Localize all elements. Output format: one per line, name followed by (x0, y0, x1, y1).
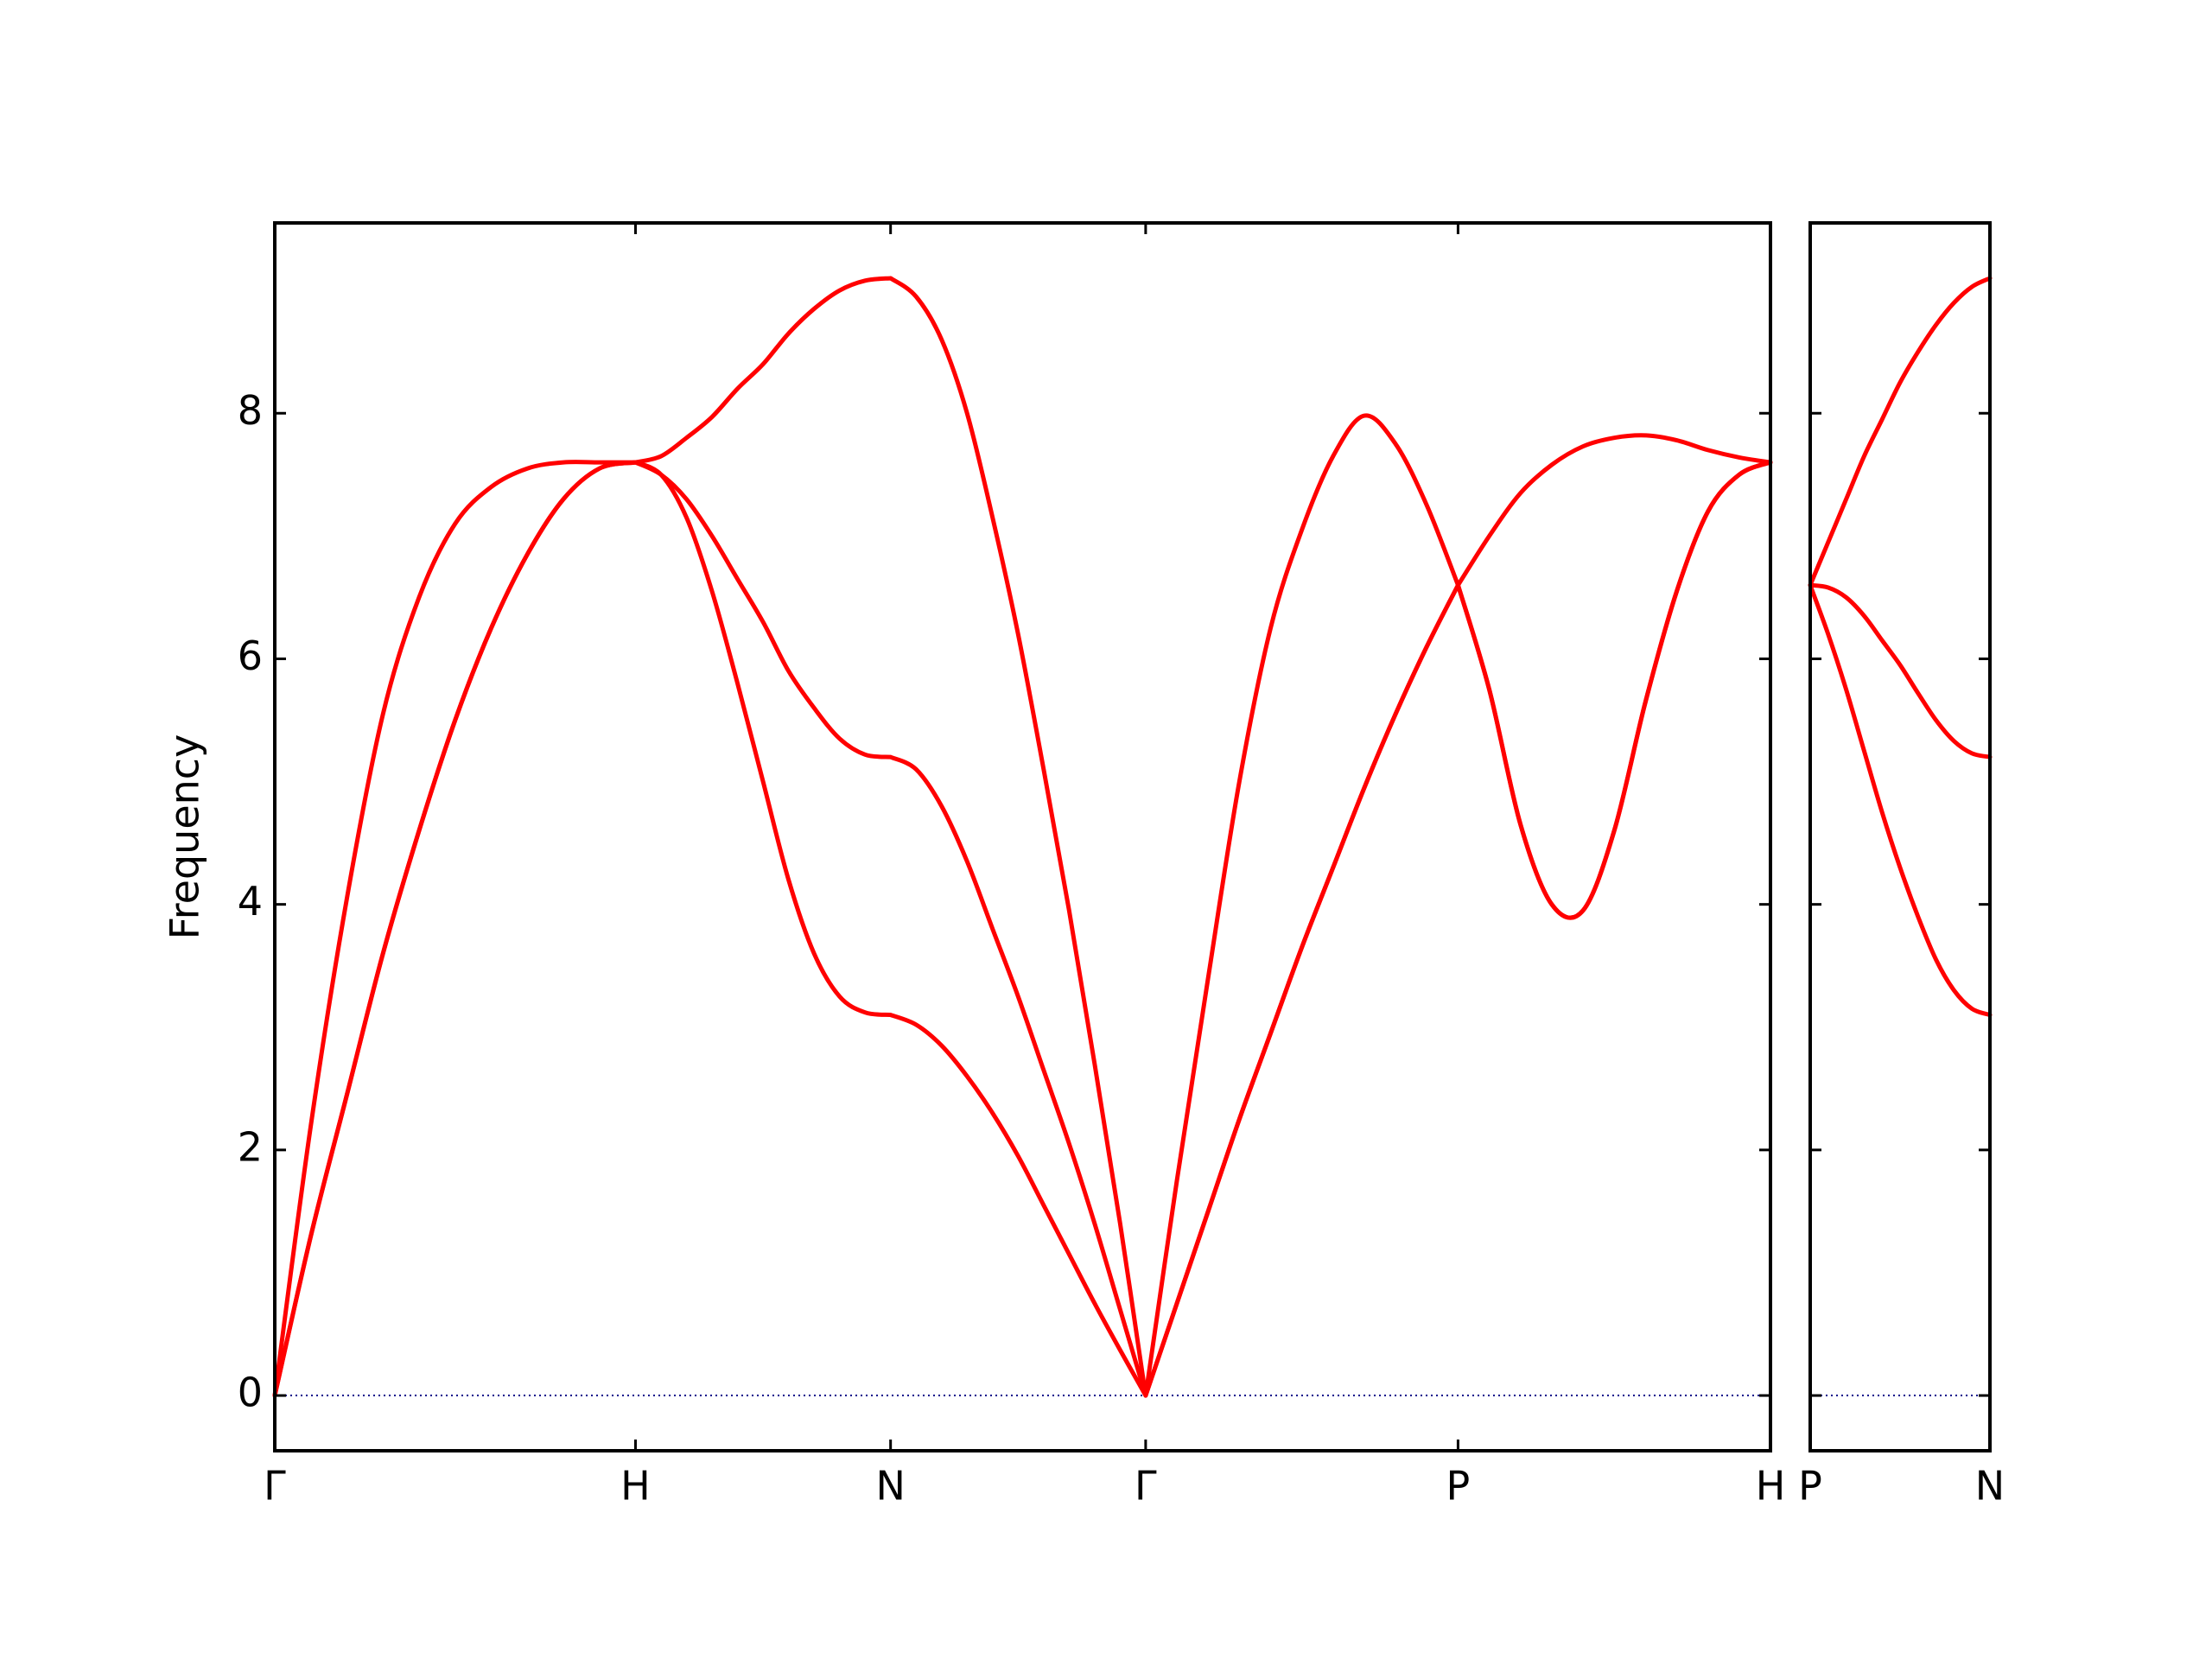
x-tick-label: Γ (1135, 1463, 1157, 1510)
band-line (272, 460, 1773, 1398)
band-line (1808, 276, 1993, 588)
y-tick-label: 2 (238, 1123, 263, 1170)
x-tick-label: N (875, 1463, 905, 1510)
band-line (1808, 582, 1993, 1018)
x-tick-label: P (1798, 1463, 1822, 1510)
y-tick-label: 4 (238, 878, 263, 925)
axes-frame (1808, 221, 1992, 1452)
x-tick-label: Γ (264, 1463, 286, 1510)
y-tick-label: 0 (238, 1370, 263, 1416)
band-line (272, 276, 1773, 1398)
x-tick-label: P (1446, 1463, 1471, 1510)
x-tick-label: N (1975, 1463, 2005, 1510)
y-axis-label: Frequency (162, 734, 208, 940)
axes-frame (273, 221, 1772, 1452)
band-line (1808, 582, 1993, 760)
x-tick-label: H (620, 1463, 651, 1510)
y-tick-label: 8 (238, 387, 263, 434)
x-tick-label: H (1756, 1463, 1786, 1510)
y-tick-label: 6 (238, 632, 263, 679)
